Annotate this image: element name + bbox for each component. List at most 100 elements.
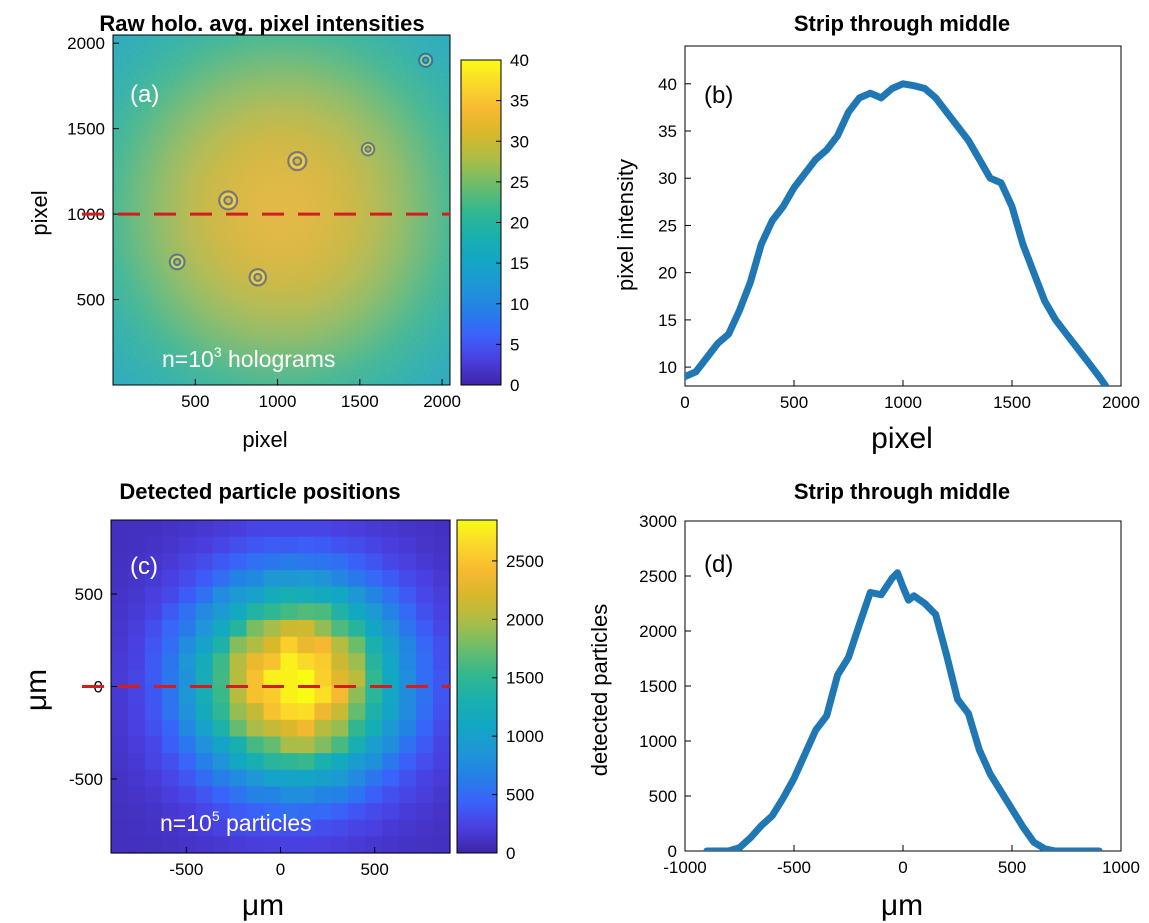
heatmap-cell (178, 520, 197, 538)
heatmap-cell (178, 786, 197, 804)
heatmap-cell (144, 819, 163, 837)
heatmap-cell (399, 769, 417, 787)
heatmap-cell (178, 819, 197, 837)
panel-c-xtick-label: 0 (276, 860, 285, 879)
heatmap-cell (127, 653, 146, 671)
heatmap-cell (111, 636, 129, 654)
heatmap-cell (144, 769, 163, 787)
heatmap-cell (314, 786, 332, 804)
heatmap-cell (229, 569, 248, 588)
panel-c-ytick-label: 500 (75, 585, 103, 604)
heatmap-cell (111, 619, 129, 638)
heatmap-cell (348, 520, 366, 538)
heatmap-cell (348, 803, 366, 821)
heatmap-cell (280, 786, 299, 804)
heatmap-cell (297, 669, 315, 688)
heatmap-cell (331, 569, 349, 588)
heatmap-cell (127, 553, 146, 571)
heatmap-cell (365, 769, 383, 787)
heatmap-cell (144, 553, 163, 571)
heatmap-cell (161, 686, 180, 704)
heatmap-cell (246, 603, 265, 621)
panel-d-xtick-label: -1000 (663, 858, 706, 877)
heatmap-cell (365, 819, 383, 837)
heatmap-cell (263, 686, 282, 704)
panel-a-label: (a) (130, 81, 159, 108)
heatmap-cell (127, 586, 146, 604)
heatmap-cell (111, 569, 129, 588)
heatmap-cell (382, 553, 400, 571)
panel-a-frame (112, 34, 451, 386)
heatmap-cell (365, 719, 383, 738)
heatmap-cell (195, 569, 214, 588)
heatmap-cell (161, 569, 180, 588)
heatmap-cell (416, 553, 434, 571)
heatmap-cell (365, 736, 383, 754)
panel-d-xtick-label: 500 (998, 858, 1026, 877)
heatmap-cell (416, 819, 434, 837)
heatmap-cell (195, 603, 214, 621)
heatmap-cell (365, 619, 383, 638)
heatmap-cell (433, 603, 451, 621)
heatmap-cell (195, 753, 214, 771)
heatmap-cell (127, 803, 146, 821)
heatmap-cell (416, 636, 434, 654)
heatmap-cell (229, 736, 248, 754)
panel-c-ylabel: μm (20, 669, 53, 711)
heatmap-cell (382, 619, 400, 638)
heatmap-cell (416, 653, 434, 671)
heatmap-cell (144, 703, 163, 721)
hologram-ring (418, 52, 434, 68)
heatmap-cell (331, 803, 349, 821)
heatmap-cell (348, 719, 366, 738)
heatmap-cell (212, 569, 231, 588)
heatmap-cell (212, 553, 231, 571)
heatmap-cell (331, 653, 349, 671)
heatmap-cell (314, 603, 332, 621)
hologram-ring (289, 153, 305, 169)
panel-c-cbtick-label: 1500 (506, 669, 544, 688)
heatmap-cell (331, 719, 349, 738)
heatmap-cell (297, 586, 315, 604)
heatmap-cell (416, 836, 434, 854)
heatmap-cell (144, 753, 163, 771)
heatmap-cell (331, 669, 349, 688)
heatmap-cell (314, 536, 332, 554)
heatmap-cell (331, 553, 349, 571)
heatmap-cell (382, 669, 400, 688)
heatmap-cell (127, 569, 146, 588)
heatmap-cell (111, 603, 129, 621)
panel-b-ytick-label: 20 (658, 264, 677, 283)
panel-a-xlabel: pixel (242, 427, 287, 452)
heatmap-cell (280, 586, 299, 604)
heatmap-cell (297, 619, 315, 638)
heatmap-cell (365, 686, 383, 704)
heatmap-cell (314, 703, 332, 721)
heatmap-cell (263, 653, 282, 671)
panel-a-heatmap (113, 35, 450, 385)
heatmap-cell (161, 719, 180, 738)
panel-c-title: Detected particle positions (119, 479, 400, 504)
heatmap-cell (280, 803, 299, 821)
hologram-ring (248, 268, 268, 287)
heatmap-cell (365, 603, 383, 621)
heatmap-cell (246, 653, 265, 671)
panel-d: Strip through middle -1000 -500 0 500 1000 0 5… (587, 479, 1140, 922)
heatmap-cell (416, 669, 434, 688)
panel-c-cbtick-label: 0 (506, 844, 515, 863)
heatmap-cell (382, 753, 400, 771)
panel-a-cbtick-label: 5 (510, 335, 519, 354)
heatmap-cell (246, 703, 265, 721)
heatmap-cell (399, 703, 417, 721)
panel-d-ytick-label: 1000 (639, 732, 677, 751)
heatmap-cell (263, 520, 282, 538)
heatmap-cell (246, 686, 265, 704)
heatmap-cell (212, 636, 231, 654)
heatmap-cell (195, 819, 214, 837)
heatmap-cell (178, 803, 197, 821)
heatmap-cell (161, 703, 180, 721)
heatmap-cell (111, 520, 129, 538)
heatmap-cell (263, 836, 282, 854)
heatmap-cell (314, 586, 332, 604)
